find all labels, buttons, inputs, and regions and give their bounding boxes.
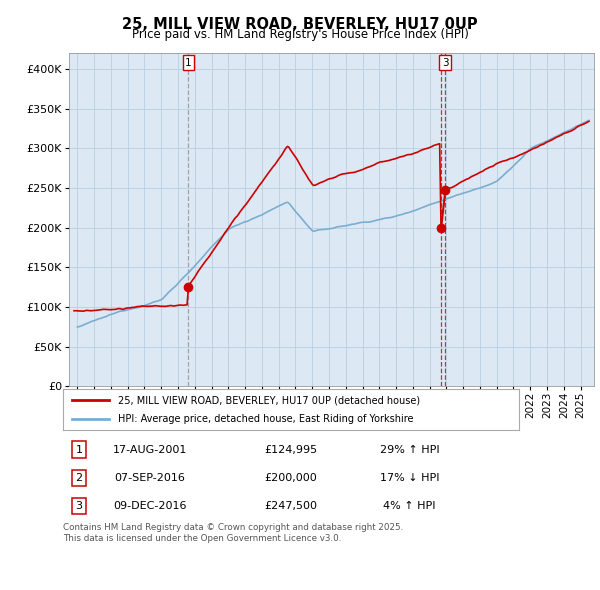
Text: Contains HM Land Registry data © Crown copyright and database right 2025.
This d: Contains HM Land Registry data © Crown c… [63, 523, 403, 543]
Text: Price paid vs. HM Land Registry's House Price Index (HPI): Price paid vs. HM Land Registry's House … [131, 28, 469, 41]
Text: 17% ↓ HPI: 17% ↓ HPI [380, 473, 439, 483]
Text: 1: 1 [185, 58, 192, 68]
Text: £200,000: £200,000 [265, 473, 317, 483]
Text: 4% ↑ HPI: 4% ↑ HPI [383, 502, 436, 511]
Text: 1: 1 [76, 445, 82, 454]
Text: 25, MILL VIEW ROAD, BEVERLEY, HU17 0UP (detached house): 25, MILL VIEW ROAD, BEVERLEY, HU17 0UP (… [118, 395, 420, 405]
Text: 3: 3 [76, 502, 82, 511]
Text: £247,500: £247,500 [265, 502, 317, 511]
Text: £124,995: £124,995 [265, 445, 317, 454]
Text: 29% ↑ HPI: 29% ↑ HPI [380, 445, 439, 454]
Text: 17-AUG-2001: 17-AUG-2001 [112, 445, 187, 454]
Text: 09-DEC-2016: 09-DEC-2016 [113, 502, 187, 511]
Text: 25, MILL VIEW ROAD, BEVERLEY, HU17 0UP: 25, MILL VIEW ROAD, BEVERLEY, HU17 0UP [122, 17, 478, 31]
Text: 3: 3 [442, 58, 449, 68]
Text: HPI: Average price, detached house, East Riding of Yorkshire: HPI: Average price, detached house, East… [118, 414, 413, 424]
Text: 2: 2 [76, 473, 83, 483]
Text: 07-SEP-2016: 07-SEP-2016 [114, 473, 185, 483]
